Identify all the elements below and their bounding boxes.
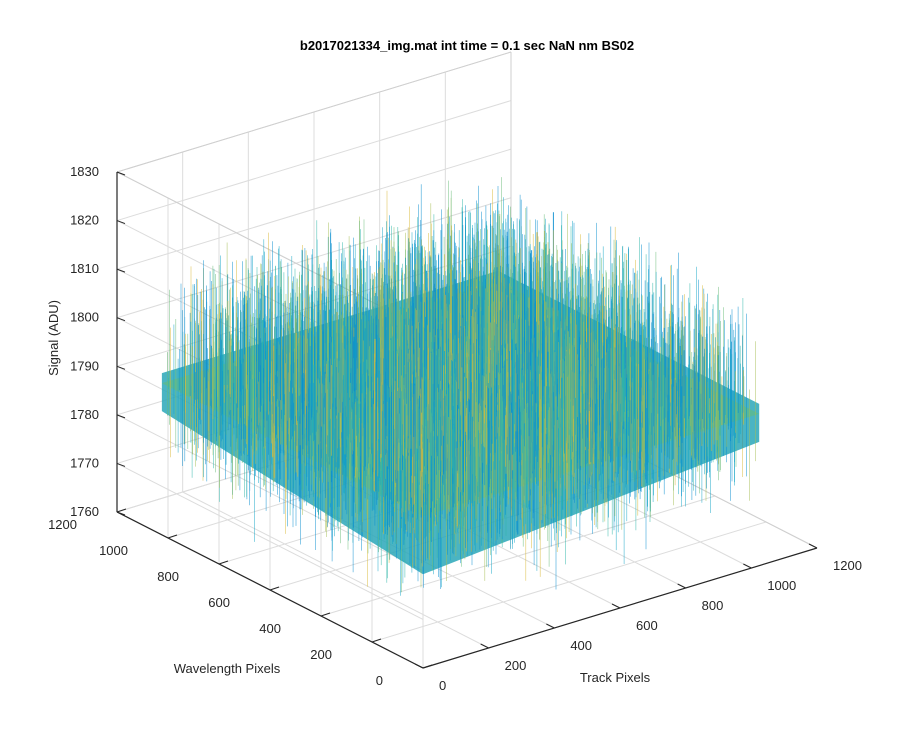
surface [161,177,760,596]
grid-line [371,521,767,643]
box-edge [116,51,512,173]
grid-line [320,495,716,617]
